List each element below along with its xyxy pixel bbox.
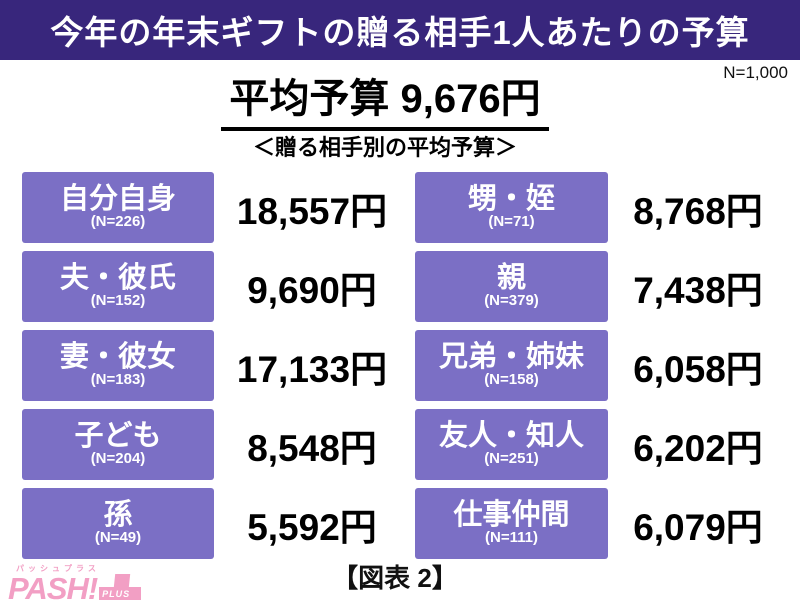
recipient-sample: (N=204) xyxy=(90,450,146,468)
title-banner: 今年の年末ギフトの贈る相手1人あたりの予算 xyxy=(0,0,800,60)
recipient-label: 仕事仲間 xyxy=(453,499,570,532)
recipient-box-wife-girlfriend: 妻・彼女 (N=183) xyxy=(22,330,214,401)
logo-wordmark: PASH! xyxy=(8,571,98,600)
table-row: 孫 (N=49) 5,592円 仕事仲間 (N=111) 6,079円 xyxy=(0,488,800,559)
recipient-label: 兄弟・姉妹 xyxy=(438,341,584,374)
section-title: ＜贈る相手別の平均予算＞ xyxy=(252,135,517,160)
recipient-box-coworkers: 仕事仲間 (N=111) xyxy=(415,488,608,559)
recipient-label: 夫・彼氏 xyxy=(59,262,176,295)
budget-value: 18,557円 xyxy=(236,190,388,232)
recipient-box-husband-boyfriend: 夫・彼氏 (N=152) xyxy=(22,251,214,322)
recipient-label: 親 xyxy=(496,262,526,295)
budget-value: 8,548円 xyxy=(247,427,377,469)
page-title: 今年の年末ギフトの贈る相手1人あたりの予算 xyxy=(50,14,750,51)
recipient-sample: (N=71) xyxy=(488,213,535,231)
recipient-sample: (N=152) xyxy=(90,292,146,310)
recipient-label: 自分自身 xyxy=(59,183,176,216)
logo-plus-label: PLUS xyxy=(102,589,131,599)
plus-icon-horizontal-bar xyxy=(99,587,142,600)
spacer xyxy=(0,251,22,322)
recipient-label: 孫 xyxy=(103,499,133,532)
recipient-sample: (N=251) xyxy=(484,450,539,468)
recipient-box-friends: 友人・知人 (N=251) xyxy=(415,409,608,480)
recipient-sample: (N=226) xyxy=(90,213,146,231)
table-row: 妻・彼女 (N=183) 17,133円 兄弟・姉妹 (N=158) 6,058… xyxy=(0,330,800,401)
recipient-box-children: 子ども (N=204) xyxy=(22,409,214,480)
spacer xyxy=(0,409,22,480)
recipient-label: 妻・彼女 xyxy=(59,341,176,374)
pash-plus-logo: パッシュプラス PASH! PLUS xyxy=(8,563,158,600)
recipient-box-grandchildren: 孫 (N=49) xyxy=(22,488,214,559)
spacer xyxy=(0,488,22,559)
recipient-sample: (N=111) xyxy=(485,529,538,547)
average-budget-headline-wrap: 平均予算 9,676円 xyxy=(0,66,770,131)
budget-value: 17,133円 xyxy=(236,348,388,390)
table-row: 自分自身 (N=226) 18,557円 甥・姪 (N=71) 8,768円 xyxy=(0,172,800,243)
sample-size-note: N=1,000 xyxy=(723,63,788,82)
recipient-sample: (N=158) xyxy=(484,371,539,389)
recipient-label: 子ども xyxy=(74,420,162,453)
plus-icon: PLUS xyxy=(99,574,142,600)
average-budget-headline: 平均予算 9,676円 xyxy=(221,66,549,131)
spacer xyxy=(0,330,22,401)
budget-value: 6,058円 xyxy=(633,348,763,390)
recipient-sample: (N=183) xyxy=(90,371,146,389)
budget-value: 6,202円 xyxy=(633,427,763,469)
recipient-box-siblings: 兄弟・姉妹 (N=158) xyxy=(415,330,608,401)
table-row: 子ども (N=204) 8,548円 友人・知人 (N=251) 6,202円 xyxy=(0,409,800,480)
budget-value: 9,690円 xyxy=(247,269,377,311)
budget-value: 5,592円 xyxy=(247,506,377,548)
logo-main-row: PASH! PLUS xyxy=(8,571,158,600)
recipient-box-nephew-niece: 甥・姪 (N=71) xyxy=(415,172,608,243)
recipient-label: 甥・姪 xyxy=(467,183,555,216)
budget-table: 自分自身 (N=226) 18,557円 甥・姪 (N=71) 8,768円 夫… xyxy=(0,172,800,559)
spacer xyxy=(0,172,22,243)
logo-kana-text: パッシュプラス xyxy=(16,564,100,573)
budget-value: 8,768円 xyxy=(633,190,763,232)
table-row: 夫・彼氏 (N=152) 9,690円 親 (N=379) 7,438円 xyxy=(0,251,800,322)
budget-value: 7,438円 xyxy=(633,269,763,311)
budget-value: 6,079円 xyxy=(633,506,763,548)
recipient-box-parents: 親 (N=379) xyxy=(415,251,608,322)
recipient-sample: (N=49) xyxy=(94,529,142,547)
recipient-label: 友人・知人 xyxy=(438,420,584,453)
recipient-box-self: 自分自身 (N=226) xyxy=(22,172,214,243)
figure-caption: 【図表 2】 xyxy=(332,563,458,593)
recipient-sample: (N=379) xyxy=(484,292,539,310)
